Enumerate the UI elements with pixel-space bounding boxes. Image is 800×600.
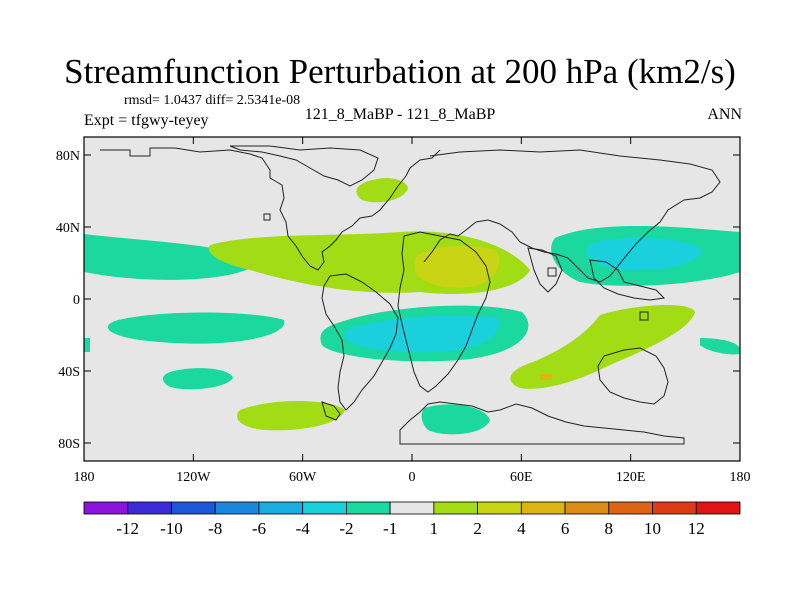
fill-east-green-blob <box>700 338 740 355</box>
colorbar-label: 6 <box>561 519 570 538</box>
colorbar-label: -4 <box>296 519 311 538</box>
x-tick-label: 60E <box>510 470 533 485</box>
colorbar-swatch <box>477 501 522 515</box>
colorbar-label: 12 <box>688 519 705 538</box>
fill-south-indian-yellowgreen <box>510 304 695 389</box>
colorbar-label: 10 <box>644 519 661 538</box>
colorbar-label: -2 <box>339 519 353 538</box>
fill-south-atlantic-cyan <box>345 315 500 353</box>
x-axis: 180 120W 60W 0 60E 120E 180 <box>74 137 751 485</box>
map-background <box>84 137 740 461</box>
x-tick-label: 120W <box>176 470 211 485</box>
colorbar-label: -6 <box>252 519 266 538</box>
stats-text: rmsd= 1.0437 diff= 2.5341e-08 <box>124 93 301 108</box>
x-tick-label: 180 <box>730 470 751 485</box>
colorbar-label: 1 <box>430 519 439 538</box>
colorbar-label: 8 <box>605 519 614 538</box>
colorbar-label: -12 <box>116 519 139 538</box>
coast-australia <box>597 347 669 405</box>
x-tick-label: 180 <box>74 470 95 485</box>
fill-edge-green-blob <box>84 338 90 352</box>
x-tick-label: 0 <box>409 470 416 485</box>
colorbar-swatch <box>433 501 479 515</box>
fill-tropical-green-west <box>84 234 260 280</box>
colorbar-swatch <box>258 501 304 515</box>
colorbar-swatch <box>171 501 216 515</box>
coast-india <box>527 247 563 293</box>
colorbar-label: -1 <box>383 519 397 538</box>
coast-antarctic-peninsula <box>321 401 341 421</box>
colorbar-swatch <box>520 501 566 515</box>
coast-south-america <box>321 273 399 411</box>
experiment-label: Expt = tfgwy-teyey <box>84 112 209 129</box>
colorbar-swatch <box>127 501 172 515</box>
contour-fills <box>84 178 740 435</box>
coastlines <box>100 145 721 445</box>
fill-small-green-blob <box>162 368 233 390</box>
period-label: ANN <box>707 106 742 123</box>
fill-south-pacific-green <box>107 312 285 344</box>
coast-antarctica <box>399 401 685 445</box>
y-tick-label: 0 <box>73 293 80 308</box>
colorbar-swatch <box>652 501 697 515</box>
colorbar-swatch <box>389 501 435 515</box>
colorbar-label: 2 <box>473 519 482 538</box>
colorbar-swatch <box>608 501 653 515</box>
x-tick-label: 120E <box>616 470 646 485</box>
coast-europe-asia <box>423 149 721 283</box>
y-tick-label: 40N <box>56 221 80 236</box>
case-names: 121_8_MaBP - 121_8_MaBP <box>304 106 496 123</box>
colorbar-swatch <box>83 501 129 515</box>
fill-antarctic-green <box>421 404 490 435</box>
colorbar-label: 4 <box>517 519 526 538</box>
coast-southeast-asia <box>589 259 666 301</box>
colorbar-label: -10 <box>160 519 183 538</box>
coast-greenland <box>229 145 379 187</box>
fill-greenland-yellowgreen <box>356 178 408 203</box>
chart-title: Streamfunction Perturbation at 200 hPa (… <box>64 52 736 91</box>
colorbar-swatch <box>564 501 610 515</box>
fill-north-pacific-cyan <box>586 237 702 271</box>
y-tick-label: 40S <box>58 365 80 380</box>
coast-north-america <box>100 147 441 271</box>
coast-small-islands <box>263 213 649 321</box>
colorbar-swatch <box>345 501 391 515</box>
colorbar-swatch <box>214 501 260 515</box>
fill-southern-yellowgreen <box>237 401 345 431</box>
y-tick-label: 80S <box>58 437 80 452</box>
colorbar: -12 -10 -8 -6 -4 -2 -1 1 2 4 6 8 10 12 <box>83 501 741 538</box>
colorbar-swatch <box>302 501 347 515</box>
colorbar-label: -8 <box>208 519 222 538</box>
fill-arabia-yellow <box>415 245 500 288</box>
x-tick-label: 60W <box>289 470 317 485</box>
y-tick-label: 80N <box>56 149 80 164</box>
colorbar-swatch <box>695 501 741 515</box>
fill-small-orange-patch <box>540 374 552 380</box>
coast-africa <box>397 231 491 393</box>
y-axis: 80N 40N 0 40S 80S <box>56 149 740 452</box>
